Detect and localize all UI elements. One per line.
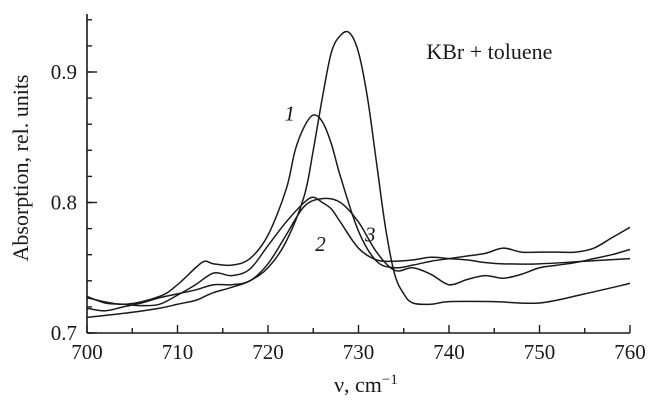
- x-tick-label: 730: [343, 340, 375, 364]
- curve-label-3: 3: [364, 223, 376, 247]
- y-tick-label: 0.9: [51, 60, 77, 84]
- series-line-2: [86, 196, 631, 307]
- series-line-1: [86, 114, 631, 306]
- x-tick-label: 750: [524, 340, 556, 364]
- series-group: [86, 30, 631, 319]
- series-label-kbr-toluene: KBr + toluene: [426, 39, 552, 64]
- axes: 700 710 720 730 740 750 760 0.7 0.8 0.9: [51, 14, 646, 364]
- x-tick-label: 720: [252, 340, 284, 364]
- x-axis-label: ν, cm−1: [334, 372, 398, 397]
- x-axis-label-superscript: −1: [382, 372, 398, 388]
- series-line-kbr-toluene: [86, 30, 631, 319]
- y-tick-label: 0.7: [51, 321, 77, 345]
- series-line-3: [86, 197, 631, 312]
- annotations: KBr + toluene 1 2 3: [284, 39, 552, 256]
- x-tick-label: 700: [71, 340, 103, 364]
- x-tick-label: 710: [162, 340, 194, 364]
- x-tick-label: 740: [433, 340, 465, 364]
- y-tick-label: 0.8: [51, 191, 77, 215]
- curve-label-2: 2: [315, 232, 326, 256]
- y-axis-label: Absorption, rel. units: [8, 75, 33, 262]
- x-tick-label: 760: [614, 340, 646, 364]
- x-axis-label-main: ν, cm: [334, 372, 382, 397]
- curve-label-1: 1: [284, 101, 295, 125]
